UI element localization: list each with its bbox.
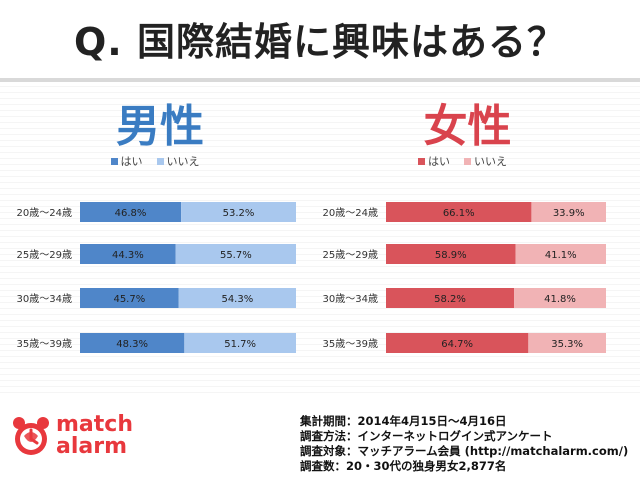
bar-segment-no [528,333,606,353]
data-label: 66.1% [443,208,475,219]
data-label: 33.9% [553,208,585,219]
bar-segment-yes [80,244,176,264]
data-label: 54.3% [221,294,253,305]
bar-segment-no [515,244,606,264]
category-label: 20歳～24歳 [323,207,378,219]
data-label: 55.7% [220,250,252,261]
data-label: 41.8% [544,294,576,305]
legend-swatch-no [156,157,164,165]
bar-segment-no [531,202,606,222]
logo-line-1: match [56,412,133,437]
survey-info: 集計期間：2014年4月15日～4月16日 調査方法：インターネットログイン式ア… [300,414,640,474]
matchalarm-logo: match alarm [10,414,140,470]
footer: match alarm 集計期間：2014年4月15日～4月16日 調査方法：イ… [0,398,640,480]
male-chart-panel: 男性 はい いいえ 20歳～24歳 46.8% 53.2% 25歳～29歳 44.3% 5… [0,90,320,390]
alarm-clock-icon [13,417,49,455]
bar-segment-yes [80,288,179,308]
data-label: 58.2% [434,294,466,305]
legend-item-yes: はい [418,153,450,169]
male-bar-chart: 20歳～24歳 46.8% 53.2% 25歳～29歳 44.3% 55.7% 30歳～34… [17,202,296,353]
page-title: Q. 国際結婚に興味はある？ [74,19,566,64]
data-label: 41.1% [545,250,577,261]
bar-segment-yes [386,333,529,353]
category-label: 30歳～34歳 [323,293,378,305]
legend-item-no: いいえ [464,153,507,169]
legend-label-no: いいえ [474,155,507,168]
data-label: 44.3% [112,250,144,261]
chart-title-female: 女性 [423,101,512,152]
data-label: 45.7% [113,294,145,305]
category-label: 25歳～29歳 [17,249,72,261]
category-label: 25歳～29歳 [323,249,378,261]
bar-segment-yes [80,202,182,222]
legend-female: はい いいえ [300,153,625,169]
data-label: 53.2% [223,208,255,219]
legend-male: はい いいえ [0,153,315,169]
logo-line-2: alarm [56,434,128,459]
category-label: 30歳～34歳 [17,293,72,305]
category-label: 20歳～24歳 [17,207,72,219]
data-label: 64.7% [441,339,473,350]
legend-label-yes: はい [120,155,143,168]
bar-segment-no [184,333,296,353]
legend-swatch-no [464,157,471,165]
data-label: 51.7% [224,339,256,350]
legend-label-no: いいえ [166,155,200,168]
bar-segment-yes [386,244,516,264]
bar-segment-yes [386,288,515,308]
category-label: 35歳～39歳 [17,338,72,350]
bar-segment-no [514,288,606,308]
data-label: 58.9% [435,250,467,261]
legend-item-yes: はい [110,153,143,169]
logo-wordmark: match alarm [56,414,133,458]
bar-segment-yes [386,202,532,222]
legend-swatch-yes [110,157,118,165]
survey-period: 集計期間：2014年4月15日～4月16日 [300,414,507,428]
legend-label-yes: はい [428,155,450,168]
category-label: 35歳～39歳 [323,338,378,350]
female-bar-chart: 20歳～24歳 66.1% 33.9% 25歳～29歳 58.9% 41.1% 30歳～34… [323,202,606,353]
title-divider [0,78,640,82]
legend-swatch-yes [418,157,425,165]
bar-segment-no [181,202,296,222]
survey-target: 調査対象：マッチアラーム会員 (http://matchalarm.com/) [300,444,629,458]
female-chart-panel: 女性 はい いいえ 20歳～24歳 66.1% 33.9% 25歳～29歳 58.9% 4… [305,90,640,390]
bar-segment-yes [80,333,185,353]
survey-count: 調査数：20・30代の独身男女2,877名 [300,459,507,473]
bar-segment-no [178,288,296,308]
data-label: 46.8% [115,208,147,219]
data-label: 35.3% [551,339,583,350]
title-bar: Q. 国際結婚に興味はある？ [0,0,640,76]
data-label: 48.3% [116,339,148,350]
survey-method: 調査方法：インターネットログイン式アンケート [300,429,553,443]
bar-segment-no [175,244,296,264]
chart-title-male: 男性 [116,101,204,152]
legend-item-no: いいえ [156,153,200,169]
